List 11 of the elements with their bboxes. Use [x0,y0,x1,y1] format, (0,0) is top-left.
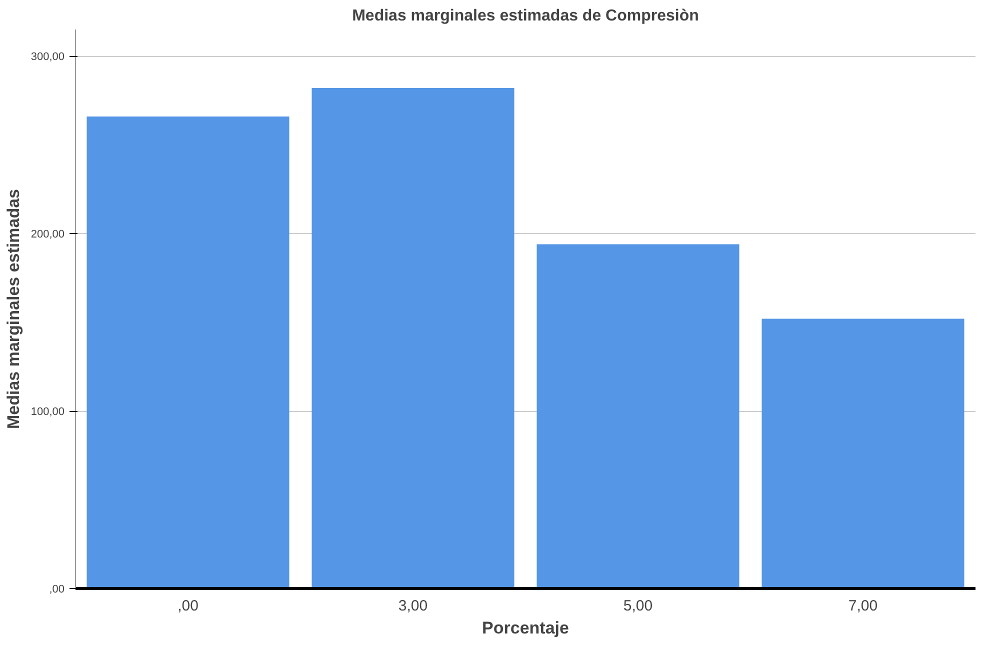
x-tick-label: 5,00 [623,598,653,614]
y-axis-title: Medias marginales estimadas [4,188,23,429]
x-axis-title: Porcentaje [482,618,569,638]
chart-title: Medias marginales estimadas de Compresiòn [352,8,699,24]
x-tick-label: 7,00 [848,598,878,614]
x-tick-label: ,00 [178,598,198,614]
x-tick-label: 3,00 [398,598,428,614]
y-tick-label: ,00 [49,584,65,596]
y-tick-label: 300,00 [30,51,65,64]
y-tick-label: 100,00 [30,406,65,418]
y-tick-label: 200,00 [30,228,65,241]
